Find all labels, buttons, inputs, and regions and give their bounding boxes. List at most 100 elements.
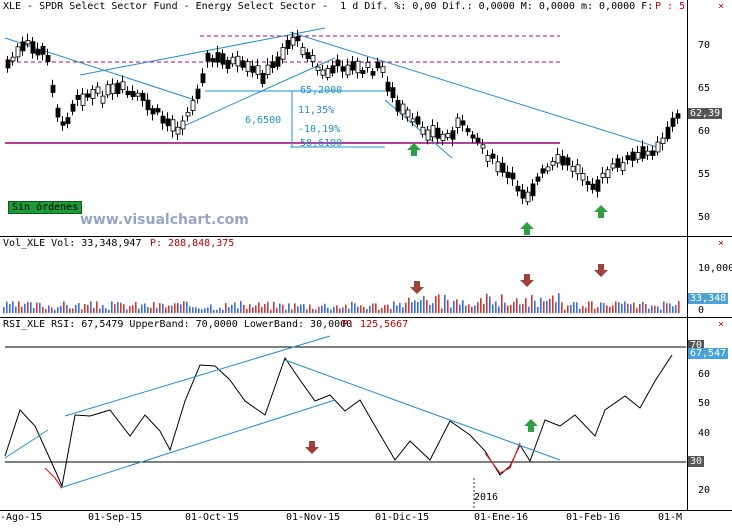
candle <box>530 183 536 197</box>
rsi-panel-header: RSI_XLE RSI: 67,5479 UpperBand: 70,0000 … <box>3 319 353 330</box>
volume-bar <box>486 293 488 313</box>
volume-bar <box>333 307 335 313</box>
annotation-level-high: 65,2000 <box>300 85 343 96</box>
candle <box>440 133 446 141</box>
volume-bar <box>15 306 17 313</box>
down-arrow-icon <box>594 264 608 277</box>
volume-bar <box>54 309 56 313</box>
candle <box>270 61 276 68</box>
volume-bar <box>528 306 530 313</box>
volume-bar <box>471 306 473 313</box>
volume-bar <box>129 306 131 313</box>
volume-bar <box>600 302 602 313</box>
volume-bar <box>306 309 308 313</box>
volume-panel-header-p: P: 288,848,375 <box>150 238 235 249</box>
volume-bar <box>453 300 455 313</box>
volume-bar <box>186 301 188 313</box>
volume-bar <box>144 303 146 313</box>
volume-bar <box>591 301 593 313</box>
volume-bar <box>372 303 374 313</box>
trendline <box>4 429 49 459</box>
candle <box>210 58 216 63</box>
volume-bar <box>210 304 212 313</box>
volume-tick: 10,000, <box>698 263 732 274</box>
watermark: www.visualchart.com <box>80 212 249 228</box>
volume-bar <box>72 308 74 313</box>
candle <box>560 155 566 166</box>
price-panel[interactable]: XLE - SPDR Select Sector Fund - Energy S… <box>0 0 686 236</box>
candle <box>50 84 56 93</box>
rsi-chart[interactable] <box>0 318 686 510</box>
year-marker: 2016 <box>474 492 499 503</box>
volume-bar <box>276 308 278 313</box>
volume-bar <box>621 303 623 313</box>
close-button[interactable]: × <box>718 319 725 330</box>
volume-bar <box>180 304 182 313</box>
candle <box>475 137 481 143</box>
candle <box>70 103 76 112</box>
volume-bar <box>168 305 170 313</box>
x-axis-label: 01-Oct-15 <box>185 512 240 523</box>
volume-bar <box>465 305 467 313</box>
volume-bar <box>321 305 323 313</box>
volume-bar <box>648 308 650 313</box>
volume-bar <box>441 308 443 313</box>
volume-bar <box>93 307 95 313</box>
price-panel-header: XLE - SPDR Select Sector Fund - Energy S… <box>3 1 654 12</box>
up-arrow-icon <box>524 419 538 432</box>
candle <box>240 60 246 68</box>
candle <box>400 103 406 115</box>
volume-bar <box>288 303 290 313</box>
close-button[interactable]: × <box>718 1 725 12</box>
volume-bar <box>678 301 680 313</box>
candle <box>310 55 316 62</box>
rsi-tick: 40 <box>698 428 711 439</box>
candle <box>280 47 286 60</box>
price-chart[interactable] <box>0 0 686 236</box>
volume-bar <box>252 307 254 313</box>
annotation-level-low: 58,6100 <box>300 138 343 149</box>
volume-bar <box>102 305 104 313</box>
volume-bar <box>336 305 338 313</box>
annotation-pct-down: -10,19% <box>298 124 341 135</box>
trendline <box>174 57 336 131</box>
candle <box>185 111 191 117</box>
volume-bar <box>432 303 434 313</box>
close-button[interactable]: × <box>718 238 725 249</box>
volume-bar <box>618 302 620 313</box>
candle <box>600 172 606 178</box>
candle <box>265 64 271 76</box>
candle <box>285 40 291 49</box>
volume-bar <box>42 307 44 313</box>
volume-bar <box>111 301 113 313</box>
volume-bar <box>159 303 161 313</box>
candle <box>235 55 241 67</box>
candle <box>465 128 471 133</box>
price-panel-header-p: P : 5 <box>655 1 686 12</box>
candle <box>295 36 301 42</box>
volume-bar <box>315 309 317 313</box>
candle <box>505 171 511 178</box>
panel-separator <box>0 236 732 237</box>
candle <box>245 61 251 72</box>
volume-bar <box>552 295 554 313</box>
x-axis-label: 01-M <box>658 512 683 523</box>
volume-bar <box>105 308 107 313</box>
volume-bar <box>570 304 572 313</box>
candle <box>650 150 656 156</box>
rsi-tick: 20 <box>698 485 711 496</box>
sin-ordenes-badge[interactable]: Sin órdenes <box>8 201 83 214</box>
volume-bar <box>324 303 326 313</box>
volume-bar <box>411 302 413 313</box>
volume-bar <box>384 304 386 313</box>
volume-panel[interactable]: Vol_XLE Vol: 33,348,947 P: 288,848,375 <box>0 237 686 317</box>
volume-bar <box>153 302 155 313</box>
candle <box>345 64 351 76</box>
candle <box>250 65 256 73</box>
trendline <box>59 399 336 489</box>
candle <box>395 99 401 112</box>
candle <box>145 99 151 111</box>
volume-chart[interactable] <box>0 237 686 317</box>
candle <box>520 189 526 199</box>
rsi-panel[interactable]: RSI_XLE RSI: 67,5479 UpperBand: 70,0000 … <box>0 318 686 510</box>
